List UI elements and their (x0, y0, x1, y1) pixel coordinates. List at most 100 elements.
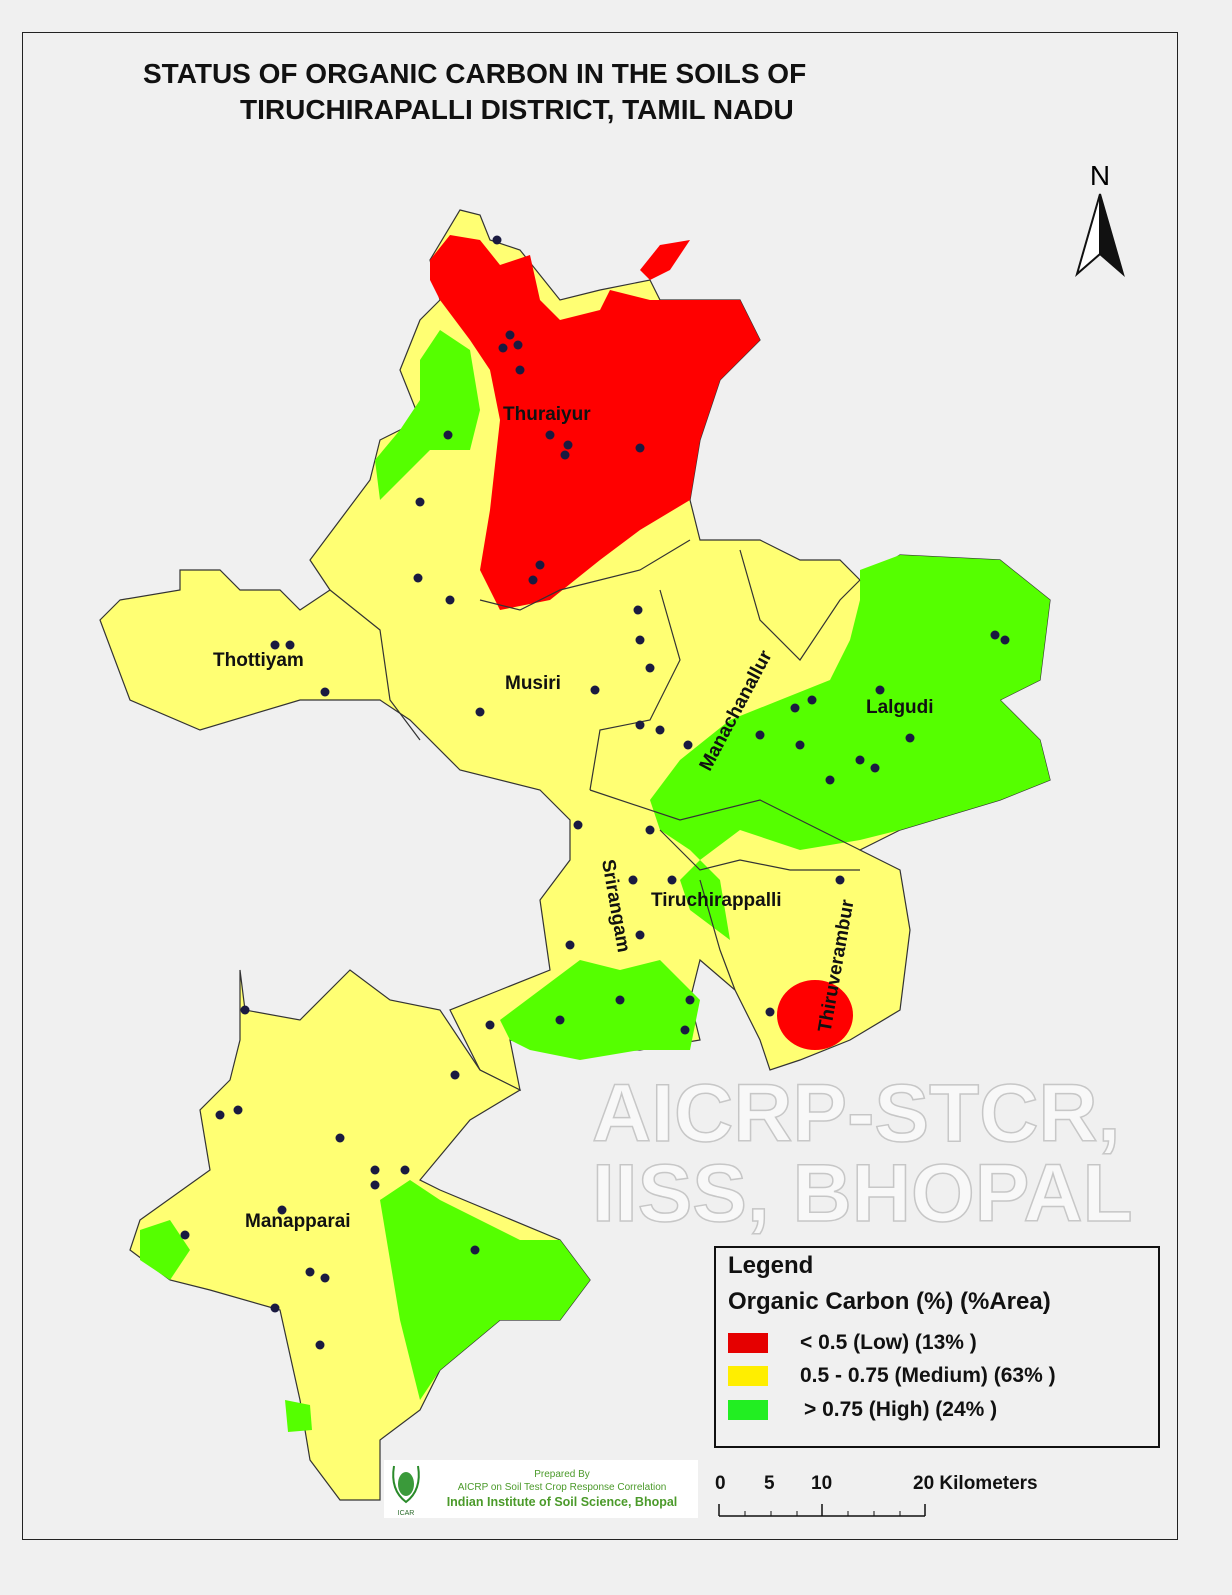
sample-point (415, 497, 425, 507)
sample-point (633, 605, 643, 615)
sample-point (545, 430, 555, 440)
sample-point (555, 1015, 565, 1025)
sample-point (635, 635, 645, 645)
legend-item-medium: 0.5 - 0.75 (Medium) (63% ) (728, 1364, 1056, 1387)
sample-point (628, 875, 638, 885)
sample-point (765, 1007, 775, 1017)
sample-point (320, 1273, 330, 1283)
sample-point (413, 573, 423, 583)
low-zone-thuraiyur (430, 235, 760, 610)
sample-point (990, 630, 1000, 640)
sample-point (215, 1110, 225, 1120)
sample-point (855, 755, 865, 765)
north-arrow-icon (1075, 193, 1125, 277)
high-zone-west (140, 1220, 190, 1280)
north-label: N (1089, 160, 1111, 191)
legend-swatch-medium (728, 1366, 768, 1386)
sample-point (825, 775, 835, 785)
medium-zone-south (129, 969, 591, 1501)
sample-point (835, 875, 845, 885)
credit-block: ICAR Prepared By AICRP on Soil Test Crop… (384, 1460, 698, 1518)
sample-point (470, 1245, 480, 1255)
sample-point (875, 685, 885, 695)
sample-point (563, 440, 573, 450)
sample-point (535, 560, 545, 570)
sample-point (498, 343, 508, 353)
sample-point (240, 1005, 250, 1015)
legend-subheading: Organic Carbon (%) (%Area) (728, 1288, 1051, 1315)
high-zone-manapparai (380, 1180, 590, 1400)
sample-point (320, 687, 330, 697)
map-title-line1: STATUS OF ORGANIC CARBON IN THE SOILS OF (143, 58, 807, 89)
legend-swatch-high (728, 1400, 768, 1420)
sample-point (335, 1133, 345, 1143)
sample-point (573, 820, 583, 830)
sample-point (635, 930, 645, 940)
high-zone-small (285, 1400, 312, 1432)
block-label-thuraiyur: Thuraiyur (503, 404, 591, 425)
sample-point (513, 340, 523, 350)
legend: Legend Organic Carbon (%) (%Area) < 0.5 … (714, 1246, 1160, 1448)
scale-tick-0: 0 (715, 1473, 726, 1494)
sample-point (755, 730, 765, 740)
sample-point (790, 703, 800, 713)
sample-point (285, 640, 295, 650)
sample-point (905, 733, 915, 743)
sample-point (635, 443, 645, 453)
block-label-lalgudi: Lalgudi (866, 697, 934, 718)
sample-point (685, 995, 695, 1005)
legend-heading: Legend (728, 1252, 814, 1279)
sample-point (445, 595, 455, 605)
scale-tick-20: 20 Kilometers (913, 1473, 1038, 1494)
sample-point (795, 740, 805, 750)
legend-item-high: > 0.75 (High) (24% ) (728, 1398, 998, 1421)
north-arrow: N (1075, 160, 1125, 282)
icar-logo-icon: ICAR (392, 1465, 420, 1517)
sample-point (475, 707, 485, 717)
sample-point (515, 365, 525, 375)
legend-label-medium: 0.5 - 0.75 (Medium) (63% ) (800, 1364, 1056, 1387)
sample-point (233, 1105, 243, 1115)
sample-point (667, 875, 677, 885)
sample-point (870, 763, 880, 773)
sample-point (180, 1230, 190, 1240)
sample-point (505, 330, 515, 340)
block-label-tiruchirappalli: Tiruchirappalli (651, 890, 782, 911)
sample-point (645, 825, 655, 835)
low-zone-thiruverambur (777, 980, 853, 1050)
block-label-musiri: Musiri (505, 673, 561, 694)
credit-line2: AICRP on Soil Test Crop Response Correla… (457, 1482, 667, 1493)
legend-item-low: < 0.5 (Low) (13% ) (728, 1331, 977, 1354)
high-zone-thuraiyur (375, 330, 480, 500)
sample-point (565, 940, 575, 950)
block-label-thottiyam: Thottiyam (213, 650, 304, 671)
sample-point (450, 1070, 460, 1080)
sample-point (1000, 635, 1010, 645)
sample-point (615, 995, 625, 1005)
sample-point (370, 1180, 380, 1190)
sample-point (370, 1165, 380, 1175)
sample-point (443, 430, 453, 440)
scale-tick-10: 10 (811, 1473, 833, 1494)
legend-label-high: > 0.75 (High) (24% ) (804, 1398, 998, 1421)
icar-logo-text: ICAR (398, 1510, 415, 1517)
sample-point (807, 695, 817, 705)
block-boundaries (329, 539, 861, 991)
block-label-manapparai: Manapparai (245, 1211, 351, 1232)
sample-point (485, 1020, 495, 1030)
credit-line3: Indian Institute of Soil Science, Bhopal (446, 1495, 678, 1509)
sample-point (635, 720, 645, 730)
sample-point (590, 685, 600, 695)
sample-point (492, 235, 502, 245)
map-frame (22, 32, 1178, 1540)
sample-point (277, 1205, 287, 1215)
low-zone-small (640, 240, 690, 280)
sample-point (270, 1303, 280, 1313)
sample-point (400, 1165, 410, 1175)
sample-point (528, 575, 538, 585)
legend-swatch-low (728, 1333, 768, 1353)
scale-tick-5: 5 (764, 1473, 775, 1494)
credit-line1: Prepared By (534, 1469, 590, 1480)
sample-point (683, 740, 693, 750)
